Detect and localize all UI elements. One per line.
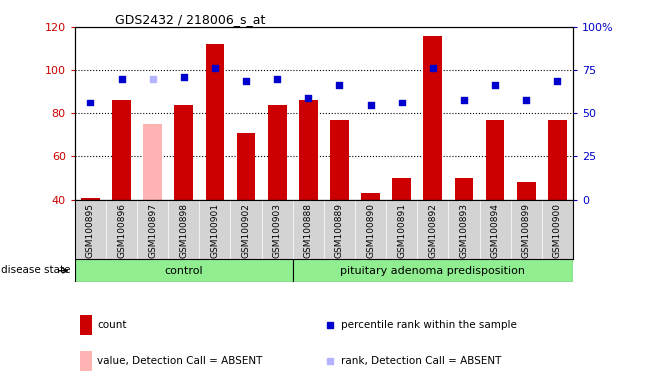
Bar	[548, 120, 566, 200]
Point	[396, 99, 407, 106]
Point	[365, 101, 376, 108]
Bar	[206, 44, 224, 200]
Text: GSM100896: GSM100896	[117, 203, 126, 258]
Bar	[80, 351, 92, 371]
Text: GSM100888: GSM100888	[304, 203, 313, 258]
Text: GSM100893: GSM100893	[460, 203, 469, 258]
Bar	[293, 259, 573, 282]
Point	[552, 78, 562, 84]
Text: GSM100903: GSM100903	[273, 203, 282, 258]
Text: count: count	[97, 320, 127, 330]
Bar	[112, 100, 131, 200]
Text: GSM100895: GSM100895	[86, 203, 95, 258]
Text: GSM100897: GSM100897	[148, 203, 157, 258]
Text: disease state: disease state	[1, 265, 71, 275]
Point	[521, 97, 531, 103]
Point	[117, 76, 127, 82]
Bar	[80, 315, 92, 335]
Bar	[143, 124, 162, 200]
Bar	[330, 120, 349, 200]
Text: GSM100894: GSM100894	[491, 203, 499, 258]
Text: control: control	[165, 266, 203, 276]
Bar	[268, 104, 286, 200]
Point	[428, 65, 438, 71]
Bar	[393, 178, 411, 200]
Bar	[75, 259, 293, 282]
Point	[490, 82, 500, 88]
Point	[272, 76, 283, 82]
Text: pituitary adenoma predisposition: pituitary adenoma predisposition	[340, 266, 525, 276]
Text: GSM100890: GSM100890	[366, 203, 375, 258]
Bar	[517, 182, 536, 200]
Point	[459, 97, 469, 103]
Text: GSM100900: GSM100900	[553, 203, 562, 258]
Text: rank, Detection Call = ABSENT: rank, Detection Call = ABSENT	[341, 356, 502, 366]
Bar	[423, 36, 442, 200]
Text: GDS2432 / 218006_s_at: GDS2432 / 218006_s_at	[115, 13, 265, 26]
Text: GSM100892: GSM100892	[428, 203, 437, 258]
Text: GSM100889: GSM100889	[335, 203, 344, 258]
Bar	[361, 193, 380, 200]
Point	[148, 76, 158, 82]
Point	[178, 73, 189, 79]
Bar	[486, 120, 505, 200]
Bar	[174, 104, 193, 200]
Text: GSM100898: GSM100898	[179, 203, 188, 258]
Point	[85, 99, 96, 106]
Text: GSM100902: GSM100902	[242, 203, 251, 258]
Bar	[299, 100, 318, 200]
Text: GSM100901: GSM100901	[210, 203, 219, 258]
Point	[210, 65, 220, 71]
Text: GSM100899: GSM100899	[521, 203, 531, 258]
Point	[241, 78, 251, 84]
Text: value, Detection Call = ABSENT: value, Detection Call = ABSENT	[97, 356, 262, 366]
Point	[303, 95, 314, 101]
Bar	[237, 133, 255, 200]
Text: percentile rank within the sample: percentile rank within the sample	[341, 320, 517, 330]
Bar	[81, 197, 100, 200]
Point	[334, 82, 344, 88]
Bar	[454, 178, 473, 200]
Text: GSM100891: GSM100891	[397, 203, 406, 258]
